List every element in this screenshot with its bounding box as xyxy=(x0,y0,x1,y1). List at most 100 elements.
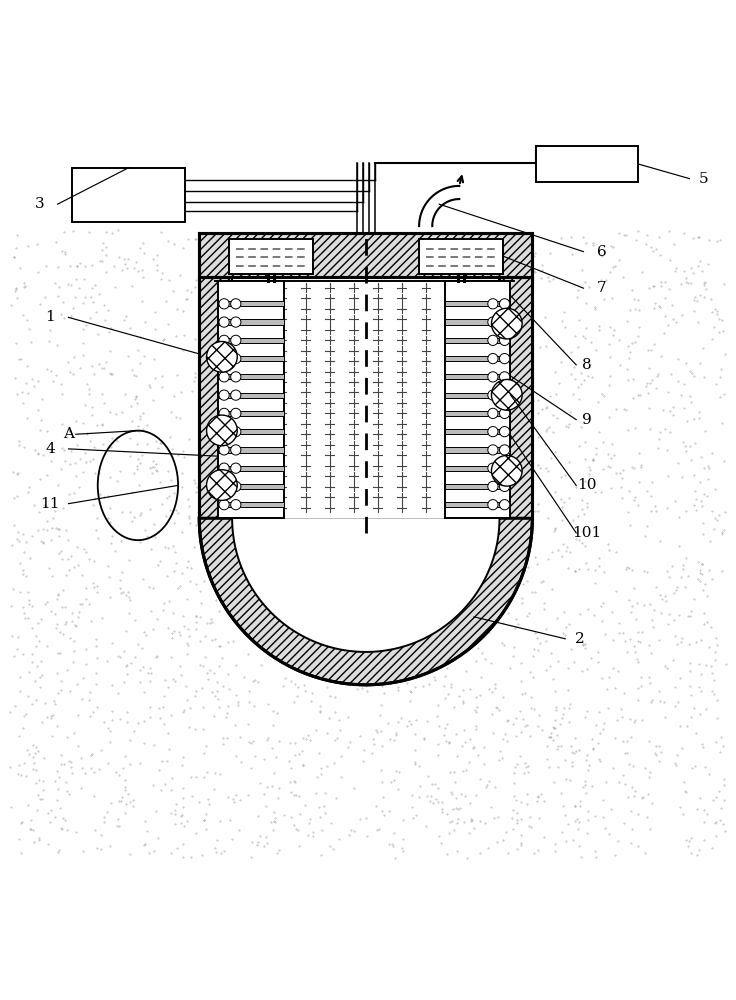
Circle shape xyxy=(492,308,522,339)
Circle shape xyxy=(219,353,229,364)
Circle shape xyxy=(219,390,229,400)
Text: 8: 8 xyxy=(582,358,592,372)
Bar xyxy=(219,319,284,325)
Bar xyxy=(445,466,511,471)
Bar xyxy=(199,277,232,518)
Bar xyxy=(219,356,284,361)
Circle shape xyxy=(219,335,229,345)
Bar xyxy=(219,484,284,489)
Bar xyxy=(445,429,511,434)
Circle shape xyxy=(230,317,241,327)
Wedge shape xyxy=(232,518,500,652)
Text: 1: 1 xyxy=(46,310,55,324)
Bar xyxy=(445,319,511,325)
Circle shape xyxy=(230,500,241,510)
Circle shape xyxy=(230,481,241,492)
Text: 2: 2 xyxy=(575,632,584,646)
Circle shape xyxy=(488,390,498,400)
Circle shape xyxy=(230,372,241,382)
Bar xyxy=(219,429,284,434)
Text: 9: 9 xyxy=(582,413,592,427)
Text: 5: 5 xyxy=(699,172,709,186)
Circle shape xyxy=(500,390,510,400)
Circle shape xyxy=(500,463,510,473)
Bar xyxy=(219,301,284,306)
Bar xyxy=(72,168,185,222)
Circle shape xyxy=(219,463,229,473)
Circle shape xyxy=(488,445,498,455)
Bar xyxy=(219,502,284,507)
Circle shape xyxy=(500,481,510,492)
Circle shape xyxy=(500,445,510,455)
Circle shape xyxy=(207,470,237,500)
Bar xyxy=(445,393,511,398)
Text: 101: 101 xyxy=(573,526,602,540)
Circle shape xyxy=(488,317,498,327)
Text: 6: 6 xyxy=(597,245,606,259)
Circle shape xyxy=(219,445,229,455)
Text: A: A xyxy=(63,427,74,441)
Circle shape xyxy=(488,372,498,382)
Circle shape xyxy=(500,427,510,437)
Circle shape xyxy=(230,299,241,309)
Bar xyxy=(536,146,638,182)
Circle shape xyxy=(488,500,498,510)
Circle shape xyxy=(230,353,241,364)
Circle shape xyxy=(500,299,510,309)
Circle shape xyxy=(500,408,510,419)
Circle shape xyxy=(500,335,510,345)
Bar xyxy=(232,277,500,518)
Circle shape xyxy=(500,500,510,510)
Bar xyxy=(220,470,230,500)
Bar xyxy=(445,411,511,416)
Text: 7: 7 xyxy=(597,281,606,295)
Bar xyxy=(219,411,284,416)
Circle shape xyxy=(488,481,498,492)
Bar xyxy=(500,277,532,518)
Circle shape xyxy=(488,427,498,437)
Circle shape xyxy=(219,500,229,510)
Bar xyxy=(219,338,284,343)
Bar xyxy=(219,374,284,379)
Circle shape xyxy=(219,408,229,419)
Text: 3: 3 xyxy=(35,197,44,211)
Bar xyxy=(219,393,284,398)
Bar xyxy=(445,301,511,306)
Bar xyxy=(419,239,503,274)
Circle shape xyxy=(488,335,498,345)
Circle shape xyxy=(219,427,229,437)
Circle shape xyxy=(230,427,241,437)
Circle shape xyxy=(230,408,241,419)
Circle shape xyxy=(230,445,241,455)
Circle shape xyxy=(219,317,229,327)
Circle shape xyxy=(219,299,229,309)
Circle shape xyxy=(488,408,498,419)
Bar xyxy=(445,356,511,361)
Bar xyxy=(220,415,230,446)
Bar xyxy=(199,233,532,277)
Bar xyxy=(445,502,511,507)
Circle shape xyxy=(488,463,498,473)
Bar xyxy=(445,338,511,343)
Circle shape xyxy=(500,372,510,382)
Bar xyxy=(445,281,511,518)
Circle shape xyxy=(492,379,522,410)
Circle shape xyxy=(500,317,510,327)
Circle shape xyxy=(488,299,498,309)
Bar xyxy=(445,374,511,379)
Circle shape xyxy=(207,415,237,446)
Bar xyxy=(219,281,284,518)
Circle shape xyxy=(219,481,229,492)
Bar xyxy=(229,239,313,274)
Bar xyxy=(219,466,284,471)
Circle shape xyxy=(207,341,237,372)
Text: 11: 11 xyxy=(40,497,60,511)
Bar xyxy=(445,447,511,453)
Bar xyxy=(219,447,284,453)
Bar xyxy=(220,341,230,372)
Bar xyxy=(445,484,511,489)
Wedge shape xyxy=(199,518,532,685)
Text: 4: 4 xyxy=(46,442,55,456)
Circle shape xyxy=(230,335,241,345)
Circle shape xyxy=(219,372,229,382)
